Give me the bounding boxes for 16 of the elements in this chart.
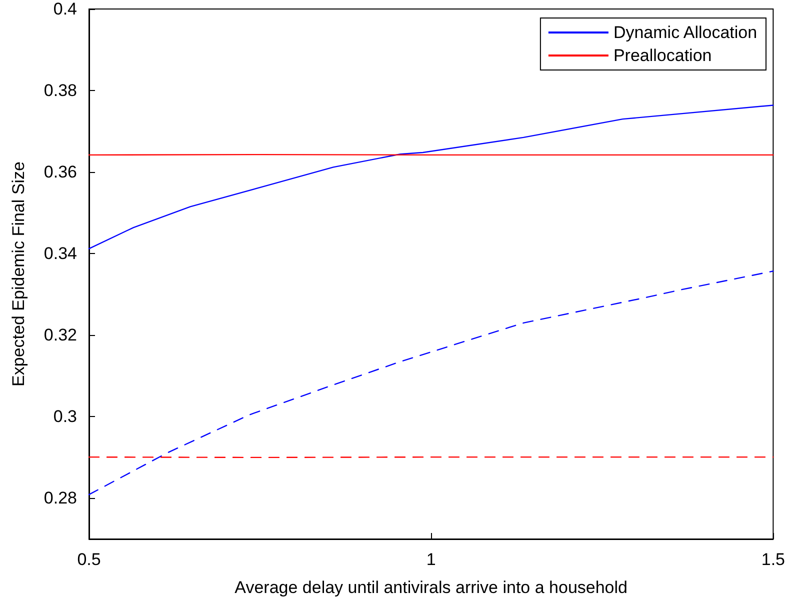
y-tick-label: 0.38 (44, 81, 77, 100)
x-tick-label: 1.5 (761, 550, 786, 569)
y-tick-label: 0.34 (44, 244, 77, 264)
y-tick-label: 0.32 (44, 326, 77, 345)
x-tick-label: 0.5 (77, 550, 101, 569)
line-series (88, 104, 774, 250)
legend-label: Preallocation (613, 46, 712, 65)
x-axis-title: Average delay until antivirals arrive into a household (234, 578, 628, 597)
y-tick-label: 0.4 (53, 0, 77, 18)
y-tick-label: 0.28 (44, 488, 77, 508)
legend-label: Dynamic Allocation (613, 23, 758, 42)
y-tick-label: 0.3 (53, 407, 77, 426)
line-series (88, 270, 774, 496)
y-tick-label: 0.36 (44, 162, 77, 182)
x-tick-label: 1 (426, 550, 436, 569)
y-axis-title: Expected Epidemic Final Size (9, 162, 28, 386)
